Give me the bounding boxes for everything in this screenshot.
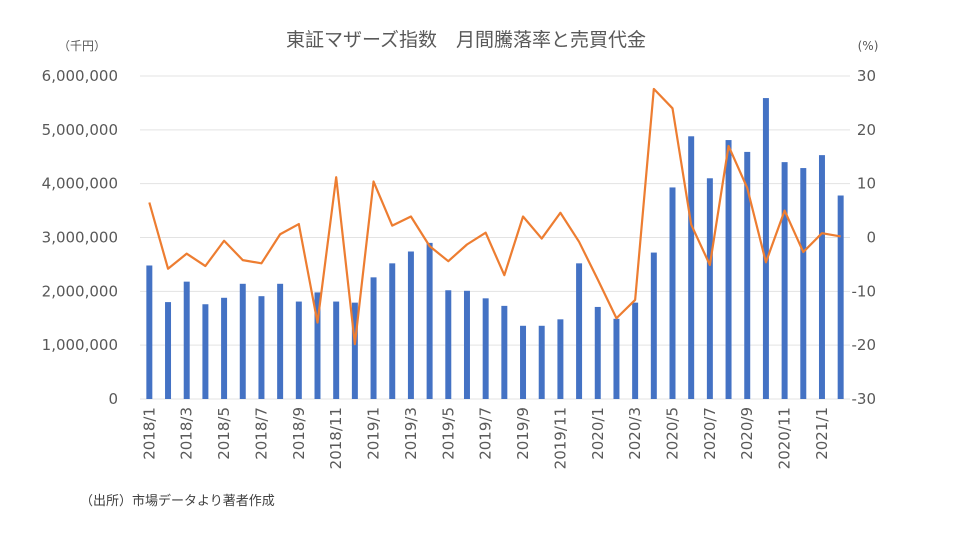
right-tick-label: 0 <box>866 229 876 247</box>
bar-2019/2 <box>389 263 396 399</box>
bar-2020/7 <box>706 178 713 399</box>
x-tick-label: 2018/9 <box>290 407 308 460</box>
bar-2018/6 <box>239 283 246 399</box>
bar-2019/11 <box>557 319 564 399</box>
left-tick-label: 4,000,000 <box>42 175 118 193</box>
x-tick-label: 2018/1 <box>140 407 158 460</box>
left-axis: 0 1,000,000 2,000,000 3,000,000 4,000,000 5,0… <box>42 67 118 408</box>
bar-2018/1 <box>146 265 153 399</box>
bar-2018/5 <box>221 297 228 399</box>
bar-2020/4 <box>650 252 657 399</box>
x-tick-label: 2019/5 <box>439 407 457 460</box>
bar-2018/2 <box>165 302 172 399</box>
x-tick-label: 2020/11 <box>776 407 794 469</box>
left-axis-unit: （千円） <box>58 39 106 53</box>
bar-2020/2 <box>613 318 620 399</box>
bar-2021/2 <box>837 195 844 399</box>
line-series <box>148 87 841 346</box>
chart-title: 東証マザーズ指数 月間騰落率と売買代金 <box>286 29 646 51</box>
x-axis: 2018/1 2018/3 2018/5 2018/7 2018/9 2018/11 201… <box>140 407 831 469</box>
bar-2019/3 <box>407 251 414 399</box>
x-tick-label: 2019/1 <box>365 407 383 460</box>
x-tick-label: 2019/7 <box>477 407 495 460</box>
right-tick-label: 20 <box>857 121 876 139</box>
bar-2020/12 <box>800 168 807 399</box>
left-tick-label: 2,000,000 <box>42 282 118 300</box>
x-tick-label: 2020/3 <box>626 407 644 460</box>
right-tick-label: 10 <box>857 175 876 193</box>
line-change-rate <box>148 87 841 346</box>
x-tick-label: 2018/3 <box>178 407 196 460</box>
x-tick-label: 2018/11 <box>327 407 345 469</box>
bar-2018/12 <box>351 302 358 399</box>
x-tick-label: 2020/5 <box>664 407 682 460</box>
bar-2019/4 <box>426 242 433 399</box>
bar-2018/3 <box>183 281 190 399</box>
bar-2020/5 <box>669 187 676 399</box>
bar-2020/8 <box>725 140 732 399</box>
x-tick-label: 2019/11 <box>551 407 569 469</box>
x-tick-label: 2019/9 <box>514 407 532 460</box>
bar-2019/9 <box>520 325 527 399</box>
bar-2020/10 <box>762 98 769 399</box>
right-tick-label: -20 <box>852 336 877 354</box>
x-tick-label: 2018/7 <box>252 407 270 460</box>
bar-2019/5 <box>445 290 452 399</box>
bar-2021/1 <box>818 155 825 399</box>
bar-2018/7 <box>258 296 265 399</box>
left-tick-label: 6,000,000 <box>42 67 118 85</box>
x-tick-label: 2019/3 <box>402 407 420 460</box>
left-tick-label: 3,000,000 <box>42 229 118 247</box>
x-tick-label: 2020/7 <box>701 407 719 460</box>
bar-2018/10 <box>314 292 321 399</box>
bar-2020/9 <box>744 151 751 399</box>
bar-2018/4 <box>202 304 209 399</box>
left-tick-label: 5,000,000 <box>42 121 118 139</box>
bar-2019/12 <box>576 263 583 399</box>
source-note: （出所）市場データより著者作成 <box>80 493 275 509</box>
bar-2019/6 <box>463 290 470 399</box>
bar-2020/11 <box>781 162 788 399</box>
bar-2018/11 <box>333 301 340 399</box>
grid <box>140 75 850 400</box>
x-tick-label: 2020/9 <box>738 407 756 460</box>
bar-2019/8 <box>501 305 508 399</box>
bar-2020/3 <box>632 302 639 399</box>
x-tick-label: 2021/1 <box>813 407 831 460</box>
bar-2020/1 <box>594 306 601 399</box>
right-axis-unit: (%) <box>858 39 879 53</box>
right-tick-label: 30 <box>857 67 876 85</box>
right-tick-label: -30 <box>852 390 877 408</box>
bar-2018/8 <box>277 283 284 399</box>
x-tick-label: 2018/5 <box>215 407 233 460</box>
right-axis: -30 -20 -10 0 10 20 30 <box>852 67 877 408</box>
right-tick-label: -10 <box>852 282 877 300</box>
bar-2019/1 <box>370 277 377 399</box>
left-tick-label: 0 <box>108 390 118 408</box>
bar-series <box>146 98 844 400</box>
bar-2019/7 <box>482 298 489 399</box>
bar-2018/9 <box>295 301 302 399</box>
bar-2019/10 <box>538 325 545 399</box>
left-tick-label: 1,000,000 <box>42 336 118 354</box>
bar-2020/6 <box>688 136 695 400</box>
x-tick-label: 2020/1 <box>589 407 607 460</box>
